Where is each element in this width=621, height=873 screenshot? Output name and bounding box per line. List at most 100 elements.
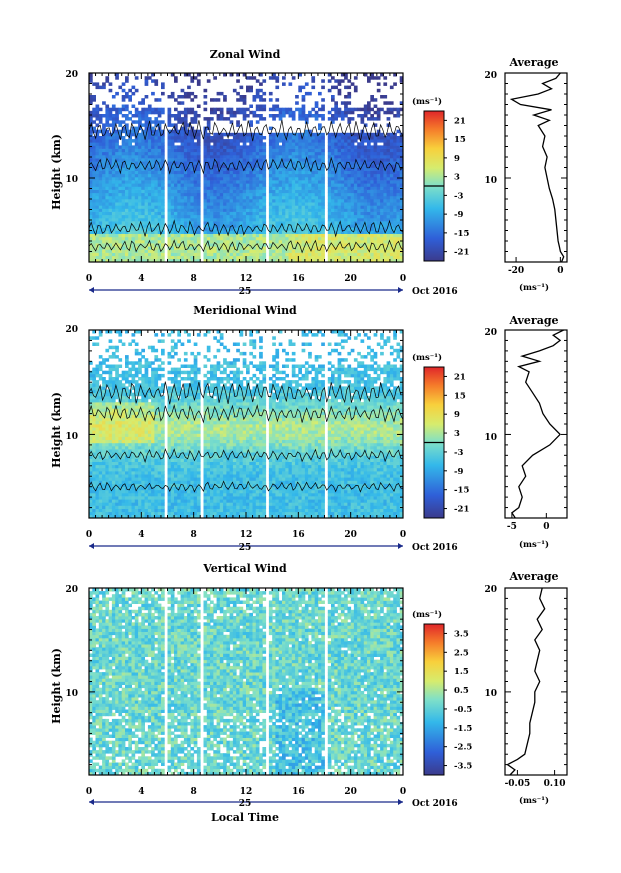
heatmap-cell [268,170,273,175]
heatmap-cell [236,167,240,171]
heatmap-cell [259,236,263,241]
heatmap-cell [337,154,342,159]
heatmap-cell [193,95,198,99]
heatmap-cell [259,161,263,165]
heatmap-cell [196,142,201,146]
heatmap-cell [111,208,116,212]
heatmap-cell [314,221,319,225]
heatmap-cell [108,471,113,475]
heatmap-cell [239,249,244,253]
heatmap-cell [380,189,384,194]
heatmap-cell [308,142,312,146]
heatmap-cell [193,129,198,134]
heatmap-cell [111,243,116,247]
heatmap-cell [383,211,388,216]
heatmap-cell [170,211,175,216]
heatmap-cell [121,233,126,238]
heatmap-cell [223,183,227,187]
heatmap-cell [111,458,116,462]
heatmap-cell [363,199,368,203]
heatmap-cell [301,192,306,197]
heatmap-cell [105,249,110,253]
heatmap-cell [144,230,149,234]
heatmap-cell [180,249,185,253]
heatmap-cell [92,167,96,171]
heatmap-cell [285,145,289,149]
heatmap-cell [321,224,325,228]
heatmap-cell [95,117,100,121]
heatmap-cell [239,176,244,181]
heatmap-cell [268,154,273,159]
heatmap-cell [174,161,178,165]
heatmap-cell [304,91,309,96]
heatmap-cell [111,258,116,263]
heatmap-cell [128,195,132,200]
heatmap-cell [102,208,106,212]
heatmap-cell [115,117,119,121]
heatmap-cell [350,132,355,137]
heatmap-cell [370,132,374,137]
heatmap-cell [206,173,211,178]
heatmap-cell [105,514,110,519]
heatmap-cell [236,79,240,83]
heatmap-cell [102,258,106,263]
heatmap-cell [210,202,214,206]
heatmap-cell [236,120,240,124]
heatmap-cell [360,217,365,222]
heatmap-cell [144,217,149,222]
heatmap-cell [347,233,352,238]
heatmap-cell [268,208,273,212]
heatmap-cell [252,258,257,263]
heatmap-cell [344,154,348,159]
heatmap-cell [157,151,162,156]
heatmap-cell [288,189,293,194]
heatmap-cell [193,158,198,162]
heatmap-cell [268,224,273,228]
heatmap-cell [275,164,280,168]
heatmap-cell [268,202,273,206]
heatmap-cell [115,136,119,140]
x-tick-label: 16 [292,274,305,284]
heatmap-cell [252,183,257,187]
heatmap-cell [98,420,103,425]
heatmap-cell [95,386,100,390]
heatmap-cell [108,249,113,253]
heatmap-cell [275,189,280,194]
heatmap-cell [370,170,374,175]
heatmap-cell [203,214,208,219]
heatmap-cell [331,227,335,231]
heatmap-cell [151,136,155,140]
heatmap-cell [360,151,365,156]
heatmap-cell [252,205,257,209]
heatmap-cell [118,239,123,244]
heatmap-cell [203,186,208,190]
heatmap-cell [291,158,296,162]
heatmap-cell [210,139,214,143]
heatmap-cell [134,148,139,153]
heatmap-cell [386,252,391,257]
heatmap-cell [111,389,116,393]
colorbar-tick-label: 15 [454,135,466,145]
heatmap-cell [229,249,234,253]
heatmap-cell [115,211,119,216]
heatmap-cell [370,246,374,250]
heatmap-cell [350,139,355,143]
heatmap-cell [360,148,365,153]
heatmap-cell [373,192,378,197]
heatmap-cell [92,195,96,200]
heatmap-cell [373,189,378,194]
heatmap-cell [157,236,162,241]
heatmap-cell [347,79,352,83]
heatmap-cell [134,217,139,222]
heatmap-cell [89,430,93,434]
heatmap-cell [151,246,155,250]
heatmap-cell [301,217,306,222]
heatmap-cell [128,252,132,257]
heatmap-cell [138,170,142,175]
heatmap-cell [232,224,237,228]
heatmap-cell [350,167,355,171]
heatmap-cell [190,142,195,146]
heatmap-cell [141,186,145,190]
heatmap-cell [350,158,355,162]
heatmap-cell [177,224,181,228]
